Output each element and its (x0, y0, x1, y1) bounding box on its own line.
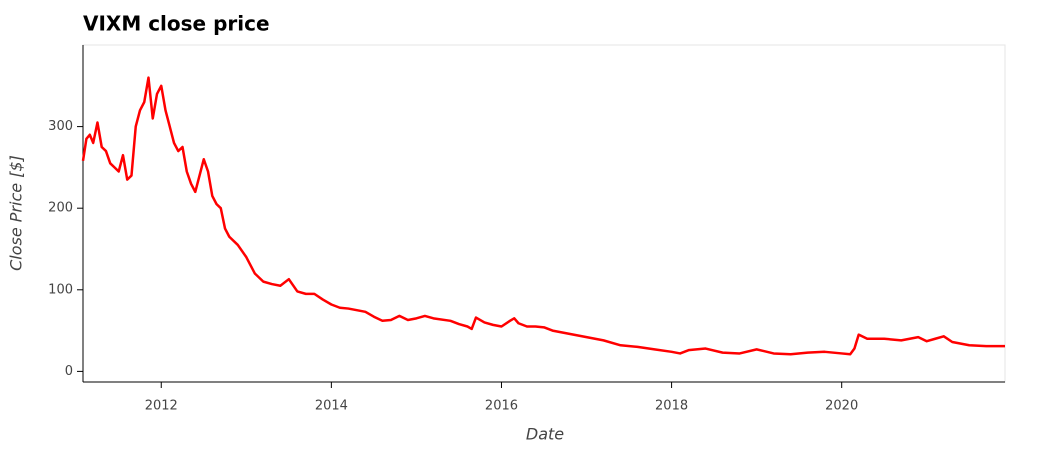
x-tick-label: 2014 (315, 399, 348, 414)
y-tick-label: 0 (65, 364, 73, 379)
y-tick-label: 200 (48, 201, 73, 216)
y-tick-label: 100 (48, 282, 73, 297)
x-tick-label: 2018 (655, 399, 688, 414)
y-axis-label: Close Price [$] (7, 155, 26, 271)
x-tick-label: 2012 (145, 399, 178, 414)
price-line (81, 76, 1005, 356)
x-tick-label: 2020 (825, 399, 858, 414)
x-tick-label: 2016 (485, 399, 518, 414)
y-tick-label: 300 (48, 119, 73, 134)
x-axis-label: Date (526, 425, 564, 444)
chart-title: VIXM close price (83, 12, 270, 36)
